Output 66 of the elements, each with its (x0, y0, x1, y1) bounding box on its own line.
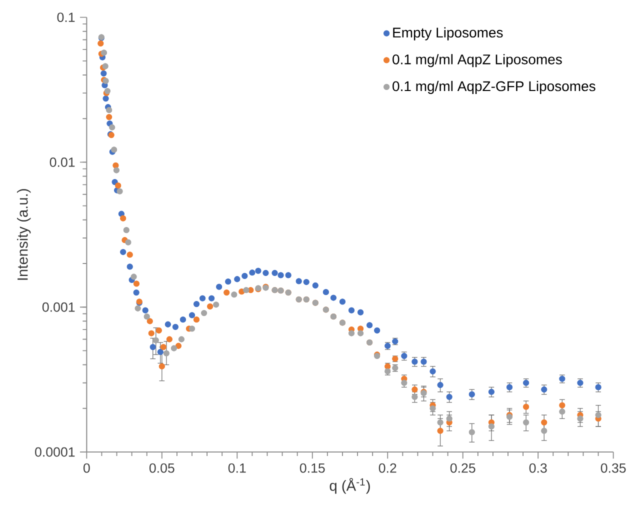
x-axis-title: q (Å$^{-1}$) (330, 478, 370, 494)
point (243, 287, 250, 294)
y-axis-title: Intensity (a.u.) (17, 189, 31, 280)
point (120, 215, 126, 222)
point (541, 428, 548, 434)
point (133, 280, 140, 287)
point (437, 428, 444, 434)
point (541, 419, 548, 426)
point (437, 419, 444, 426)
point (146, 318, 153, 324)
point (446, 416, 452, 422)
x-tick-label: 0.3 (529, 463, 547, 473)
point (357, 330, 364, 336)
y-tick-label: 0.1 (57, 12, 75, 22)
y-tick-label: 0.01 (50, 158, 75, 167)
point (112, 162, 119, 169)
point (488, 423, 495, 430)
x-tick-label: 0.1 (228, 463, 246, 473)
x-tick-label: 0.15 (300, 463, 325, 473)
point (522, 419, 530, 426)
point (115, 182, 122, 189)
point (156, 327, 162, 334)
point (130, 274, 137, 280)
point (468, 429, 475, 436)
point (559, 402, 566, 408)
legend-label: Empty Liposomes (393, 27, 503, 40)
x-tick-label: 0.2 (378, 463, 396, 473)
point (104, 88, 111, 94)
point (109, 124, 116, 130)
x-tick-label: 0 (83, 463, 90, 473)
point (213, 302, 220, 308)
point (166, 336, 173, 342)
point (522, 404, 530, 410)
point (144, 314, 150, 320)
point (188, 326, 196, 332)
point (193, 316, 200, 323)
point (348, 330, 355, 336)
x-tick-label: 0.25 (450, 463, 476, 473)
point (113, 167, 120, 174)
y-tick-label: 0.0001 (35, 447, 75, 457)
legend-label: 0.1 mg/ml AqpZ Liposomes (392, 54, 562, 68)
point (126, 252, 133, 258)
legend-label: 0.1 mg/ml AqpZ-GFP Liposomes (392, 80, 596, 94)
point (224, 289, 230, 296)
x-tick-label: 0.35 (600, 463, 626, 473)
x-tick-label: 0.05 (149, 463, 174, 473)
point (206, 303, 214, 310)
y-tick-label: 0.001 (42, 302, 75, 312)
point (163, 350, 170, 356)
point (175, 342, 182, 349)
point (106, 107, 112, 114)
point (106, 114, 112, 120)
point (123, 227, 130, 234)
point (178, 336, 185, 342)
point (116, 188, 123, 194)
point (148, 330, 154, 336)
point (125, 239, 132, 246)
point (559, 408, 566, 415)
point (231, 292, 238, 298)
point (152, 337, 159, 344)
point (200, 310, 208, 316)
point (100, 50, 108, 56)
point (170, 345, 178, 352)
point (134, 305, 141, 312)
point (401, 380, 408, 386)
point (98, 40, 104, 47)
